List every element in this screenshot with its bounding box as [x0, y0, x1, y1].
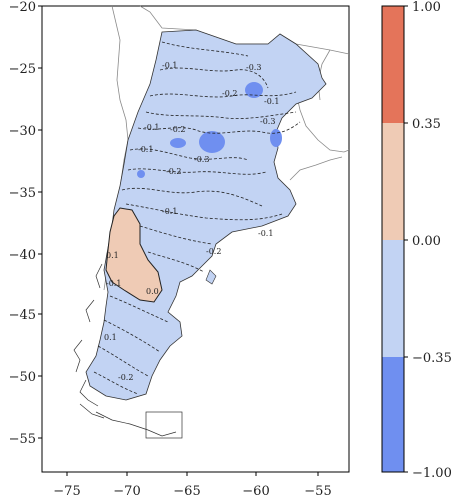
brazil-uruguay-border	[295, 91, 350, 153]
y-tick-label: −55	[9, 432, 36, 447]
negative-spot-east	[270, 129, 282, 147]
colorbar-bin-strong-negative	[382, 357, 404, 472]
negative-spot-center	[199, 131, 225, 153]
colorbar-label: −0.35	[412, 351, 452, 366]
southern-coast	[73, 263, 177, 437]
y-tick-label: −30	[9, 124, 36, 139]
colorbar-bin-positive	[382, 123, 404, 240]
contour-label: -0.2	[206, 247, 221, 256]
contour-label: -0.2	[222, 89, 237, 98]
coast-fragment	[79, 379, 99, 407]
strong-negative-spots	[137, 82, 282, 178]
contour-line	[139, 225, 213, 245]
contour-label: -0.2	[118, 373, 133, 382]
contour-line	[121, 187, 263, 207]
colorbar-label: −1.00	[412, 466, 452, 481]
coast-fragment	[85, 299, 95, 323]
contour-label: 0.1	[104, 333, 117, 342]
y-tick-label: −25	[9, 62, 36, 77]
contour-label: -0.3	[246, 63, 261, 72]
peninsula-valdes	[205, 269, 217, 285]
contour-line	[125, 203, 283, 221]
y-axis: −20 −25 −30 −35 −40 −45 −50 −55	[9, 0, 42, 447]
colorbar-label: 0.00	[412, 234, 441, 249]
contour-label: -0.1	[258, 229, 273, 238]
contour-line	[103, 319, 161, 353]
positive-anomaly-region	[105, 207, 163, 303]
contour-label: 0.1	[106, 251, 119, 260]
coast-fragment	[95, 411, 177, 437]
colorbar-bin-negative	[382, 240, 404, 357]
y-tick-label: −45	[9, 308, 36, 323]
contour-label: -0.3	[260, 117, 275, 126]
colorbar: 1.00 0.35 0.00 −0.35 −1.00	[381, 0, 452, 481]
contour-label: 0.0	[146, 287, 159, 296]
contour-line	[145, 111, 297, 119]
contour-label: -0.2	[166, 167, 181, 176]
negative-spot-andes	[137, 170, 145, 178]
contour-label: -0.1	[138, 145, 153, 154]
contour-label: -0.1	[162, 61, 177, 70]
contour-label: -0.1	[106, 279, 121, 288]
contour-labels: -0.1 -0.3 -0.2 -0.1 -0.3 -0.1 -0.2 -0.3 …	[104, 61, 279, 382]
colorbar-label: 1.00	[412, 0, 441, 15]
contour-line	[149, 91, 297, 98]
colorbar-label: 0.35	[412, 117, 441, 132]
contour-line	[93, 371, 139, 395]
contour-line	[129, 148, 249, 161]
x-tick-label: −70	[113, 484, 140, 499]
contour-label: -0.1	[144, 123, 159, 132]
coast-fragment	[95, 263, 103, 289]
contour-label: -0.1	[264, 97, 279, 106]
negative-spot-west	[170, 138, 186, 148]
contour-label: -0.1	[162, 207, 177, 216]
x-tick-label: −60	[242, 484, 269, 499]
tierra-del-fuego-outline	[145, 411, 183, 439]
x-tick-label: −75	[53, 484, 80, 499]
x-axis: −75 −70 −65 −60 −55	[53, 472, 332, 499]
y-tick-label: −20	[9, 0, 36, 15]
x-tick-label: −55	[304, 484, 331, 499]
x-tick-label: −65	[173, 484, 200, 499]
coast-fragment	[73, 339, 83, 373]
coast-fragment	[79, 403, 105, 419]
colorbar-bin-strong-positive	[382, 6, 404, 123]
contour-line	[109, 295, 169, 323]
uruguay-coast	[289, 156, 343, 181]
contour-line	[137, 121, 301, 134]
map-panel: -0.1 -0.3 -0.2 -0.1 -0.3 -0.1 -0.2 -0.3 …	[9, 0, 350, 499]
negative-spot-northeast	[245, 82, 263, 98]
y-tick-label: −35	[9, 186, 36, 201]
contour-line	[159, 67, 269, 89]
colorbar-frame	[381, 5, 405, 473]
contour-lines	[93, 41, 301, 395]
contour-label: -0.2	[170, 125, 185, 134]
y-tick-label: −50	[9, 370, 36, 385]
y-tick-label: −40	[9, 248, 36, 263]
contour-label: -0.3	[194, 155, 209, 164]
